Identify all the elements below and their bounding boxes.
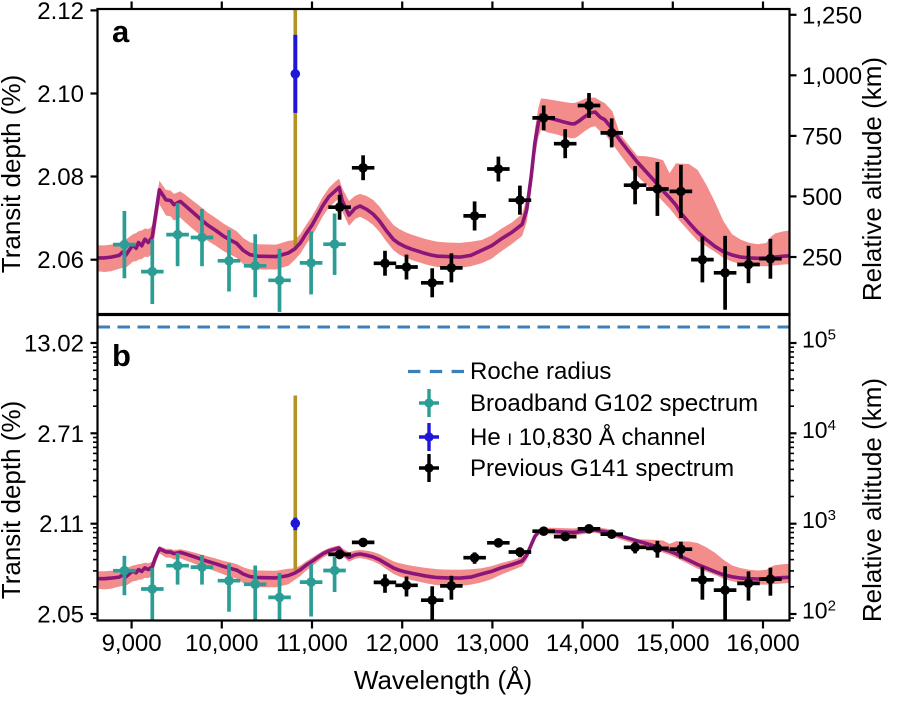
svg-text:15,000: 15,000 (636, 630, 709, 657)
svg-text:He I 10,830 Å channel: He I 10,830 Å channel (470, 423, 706, 451)
svg-text:Roche radius: Roche radius (470, 358, 611, 385)
svg-text:250: 250 (802, 245, 842, 272)
svg-text:Relative altitude (km): Relative altitude (km) (857, 57, 887, 301)
svg-text:b: b (112, 338, 131, 373)
svg-text:2.08: 2.08 (37, 164, 84, 191)
svg-text:Previous G141 spectrum: Previous G141 spectrum (470, 455, 734, 482)
svg-text:16,000: 16,000 (726, 630, 799, 657)
svg-text:2.05: 2.05 (37, 602, 84, 629)
svg-text:a: a (112, 14, 130, 49)
svg-text:12,000: 12,000 (365, 630, 438, 657)
svg-text:1,000: 1,000 (802, 63, 862, 90)
svg-text:14,000: 14,000 (546, 630, 619, 657)
svg-text:2.06: 2.06 (37, 247, 84, 274)
svg-text:9,000: 9,000 (102, 630, 162, 657)
svg-text:102: 102 (802, 598, 836, 624)
svg-text:2.11: 2.11 (39, 511, 84, 538)
svg-text:Wavelength (Å): Wavelength (Å) (354, 665, 532, 695)
svg-text:2.12: 2.12 (37, 0, 84, 25)
svg-text:Relative altitude (km): Relative altitude (km) (857, 378, 887, 622)
svg-text:2.10: 2.10 (37, 81, 84, 108)
svg-text:Transit depth (%): Transit depth (%) (0, 75, 26, 273)
svg-text:11,000: 11,000 (276, 630, 348, 657)
svg-text:Broadband G102 spectrum: Broadband G102 spectrum (470, 390, 758, 417)
svg-text:1,250: 1,250 (802, 2, 862, 29)
svg-text:13,000: 13,000 (456, 630, 529, 657)
svg-text:750: 750 (802, 123, 842, 150)
svg-text:2.71: 2.71 (37, 421, 84, 448)
svg-text:Transit depth (%): Transit depth (%) (0, 401, 26, 599)
svg-text:10,000: 10,000 (185, 630, 258, 657)
svg-text:13.02: 13.02 (24, 331, 84, 358)
svg-text:500: 500 (802, 184, 842, 211)
